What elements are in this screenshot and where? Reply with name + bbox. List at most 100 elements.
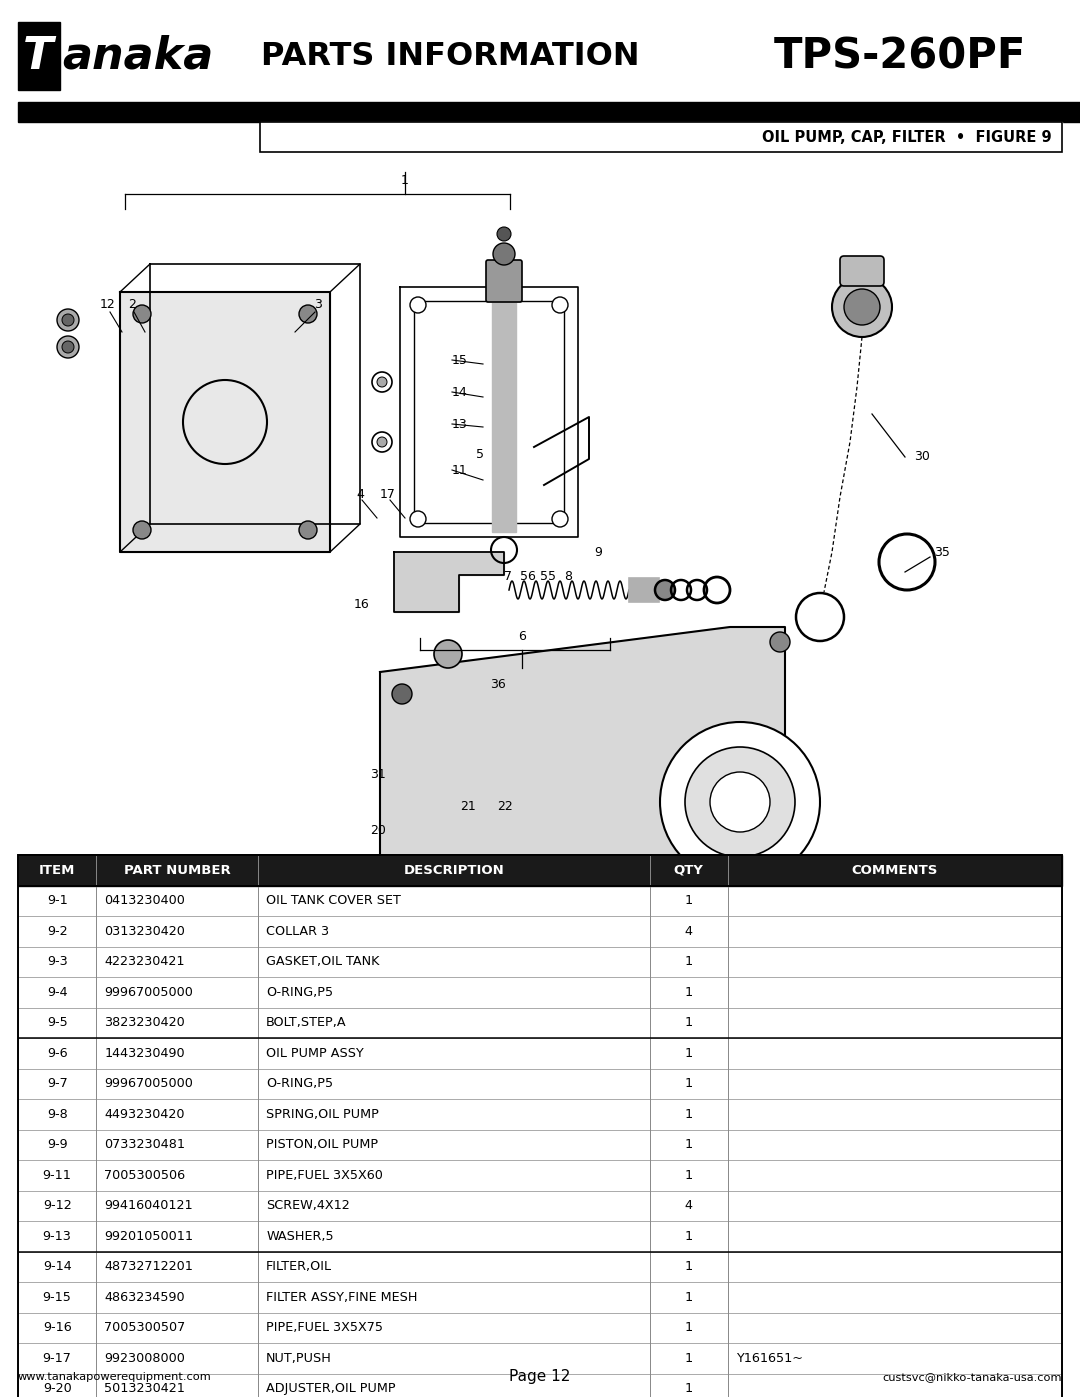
Text: GASKET,OIL TANK: GASKET,OIL TANK xyxy=(266,956,379,968)
Text: 9-5: 9-5 xyxy=(46,1016,68,1030)
Text: 9-3: 9-3 xyxy=(46,956,68,968)
Bar xyxy=(18,916,1062,947)
Text: 30: 30 xyxy=(914,450,930,464)
Text: 13: 13 xyxy=(453,418,468,430)
Text: OIL PUMP, CAP, FILTER  •  FIGURE 9: OIL PUMP, CAP, FILTER • FIGURE 9 xyxy=(762,130,1052,144)
Bar xyxy=(18,977,1062,1007)
Polygon shape xyxy=(394,552,504,612)
Text: 12: 12 xyxy=(100,298,116,310)
Text: 99967005000: 99967005000 xyxy=(105,1077,193,1090)
Text: PARTS INFORMATION: PARTS INFORMATION xyxy=(260,41,639,71)
Circle shape xyxy=(133,521,151,539)
Circle shape xyxy=(685,747,795,856)
Text: 0413230400: 0413230400 xyxy=(105,894,185,907)
Text: 9-7: 9-7 xyxy=(46,1077,68,1090)
Circle shape xyxy=(372,432,392,453)
Circle shape xyxy=(770,631,789,652)
Text: NUT,PUSH: NUT,PUSH xyxy=(266,1352,332,1365)
Text: OIL PUMP ASSY: OIL PUMP ASSY xyxy=(266,1046,364,1060)
Text: 9923008000: 9923008000 xyxy=(105,1352,185,1365)
Text: 7005300507: 7005300507 xyxy=(105,1322,186,1334)
Text: 22: 22 xyxy=(497,800,513,813)
Text: PART NUMBER: PART NUMBER xyxy=(124,863,231,877)
Text: 0313230420: 0313230420 xyxy=(105,925,185,937)
Text: 48732712201: 48732712201 xyxy=(105,1260,193,1273)
Text: 55: 55 xyxy=(540,570,556,584)
Circle shape xyxy=(843,289,880,326)
Circle shape xyxy=(431,978,449,996)
Text: 9-12: 9-12 xyxy=(43,1199,71,1213)
Bar xyxy=(18,855,1062,886)
Text: 16: 16 xyxy=(354,598,369,610)
Text: 1: 1 xyxy=(685,1322,693,1334)
Text: 2: 2 xyxy=(129,298,136,310)
Bar xyxy=(18,1221,1062,1252)
Bar xyxy=(18,1099,1062,1130)
Bar xyxy=(260,122,1062,152)
Text: ADJUSTER,OIL PUMP: ADJUSTER,OIL PUMP xyxy=(266,1382,395,1396)
Text: 99967005000: 99967005000 xyxy=(105,986,193,999)
Circle shape xyxy=(434,640,462,668)
Circle shape xyxy=(410,511,426,527)
Circle shape xyxy=(654,580,675,599)
Text: 35: 35 xyxy=(934,545,950,559)
Bar xyxy=(18,1252,1062,1282)
Text: Page 12: Page 12 xyxy=(510,1369,570,1384)
Text: 1: 1 xyxy=(685,1139,693,1151)
Text: PIPE,FUEL 3X5X60: PIPE,FUEL 3X5X60 xyxy=(266,1169,383,1182)
Bar xyxy=(18,1313,1062,1343)
Circle shape xyxy=(372,372,392,393)
Text: 5: 5 xyxy=(476,447,484,461)
Text: 4: 4 xyxy=(685,1199,692,1213)
Bar xyxy=(18,1160,1062,1190)
Text: 1: 1 xyxy=(685,956,693,968)
Bar xyxy=(18,22,60,89)
Text: 1: 1 xyxy=(685,1291,693,1303)
Circle shape xyxy=(552,298,568,313)
Circle shape xyxy=(377,437,387,447)
Text: 1: 1 xyxy=(685,1016,693,1030)
Circle shape xyxy=(299,305,318,323)
Text: 7: 7 xyxy=(504,570,512,584)
Polygon shape xyxy=(120,292,330,552)
Text: 5013230421: 5013230421 xyxy=(105,1382,185,1396)
Text: 9-2: 9-2 xyxy=(46,925,67,937)
Text: 20: 20 xyxy=(370,823,386,837)
Text: OIL TANK COVER SET: OIL TANK COVER SET xyxy=(266,894,401,907)
Text: 11: 11 xyxy=(453,464,468,476)
Bar xyxy=(18,1282,1062,1313)
Text: FILTER ASSY,FINE MESH: FILTER ASSY,FINE MESH xyxy=(266,1291,418,1303)
FancyBboxPatch shape xyxy=(486,260,522,302)
Text: anaka: anaka xyxy=(62,35,213,77)
Text: 1: 1 xyxy=(685,1108,693,1120)
Bar xyxy=(0,0,1080,102)
Circle shape xyxy=(471,978,489,996)
Text: 1: 1 xyxy=(685,1352,693,1365)
Circle shape xyxy=(511,978,529,996)
Text: 9-20: 9-20 xyxy=(43,1382,71,1396)
Text: SPRING,OIL PUMP: SPRING,OIL PUMP xyxy=(266,1108,379,1120)
Circle shape xyxy=(561,978,579,996)
Circle shape xyxy=(660,722,820,882)
Bar xyxy=(18,1007,1062,1038)
Text: O-RING,P5: O-RING,P5 xyxy=(266,986,334,999)
Bar xyxy=(18,1130,1062,1160)
Polygon shape xyxy=(380,627,785,951)
Text: 4: 4 xyxy=(356,488,364,500)
Text: 1: 1 xyxy=(685,894,693,907)
Text: 9-14: 9-14 xyxy=(43,1260,71,1273)
Text: 99201050011: 99201050011 xyxy=(105,1229,193,1243)
Text: 4493230420: 4493230420 xyxy=(105,1108,185,1120)
Text: QTY: QTY xyxy=(674,863,704,877)
Bar xyxy=(492,263,516,532)
Text: 0733230481: 0733230481 xyxy=(105,1139,186,1151)
Text: T: T xyxy=(23,35,53,77)
Text: COMMENTS: COMMENTS xyxy=(852,863,939,877)
Text: 4: 4 xyxy=(685,925,692,937)
Text: 9-15: 9-15 xyxy=(43,1291,71,1303)
Text: BOLT,STEP,A: BOLT,STEP,A xyxy=(266,1016,347,1030)
Text: COLLAR 3: COLLAR 3 xyxy=(266,925,329,937)
Circle shape xyxy=(62,314,75,326)
Text: 8: 8 xyxy=(564,570,572,584)
Text: DESCRIPTION: DESCRIPTION xyxy=(404,863,504,877)
